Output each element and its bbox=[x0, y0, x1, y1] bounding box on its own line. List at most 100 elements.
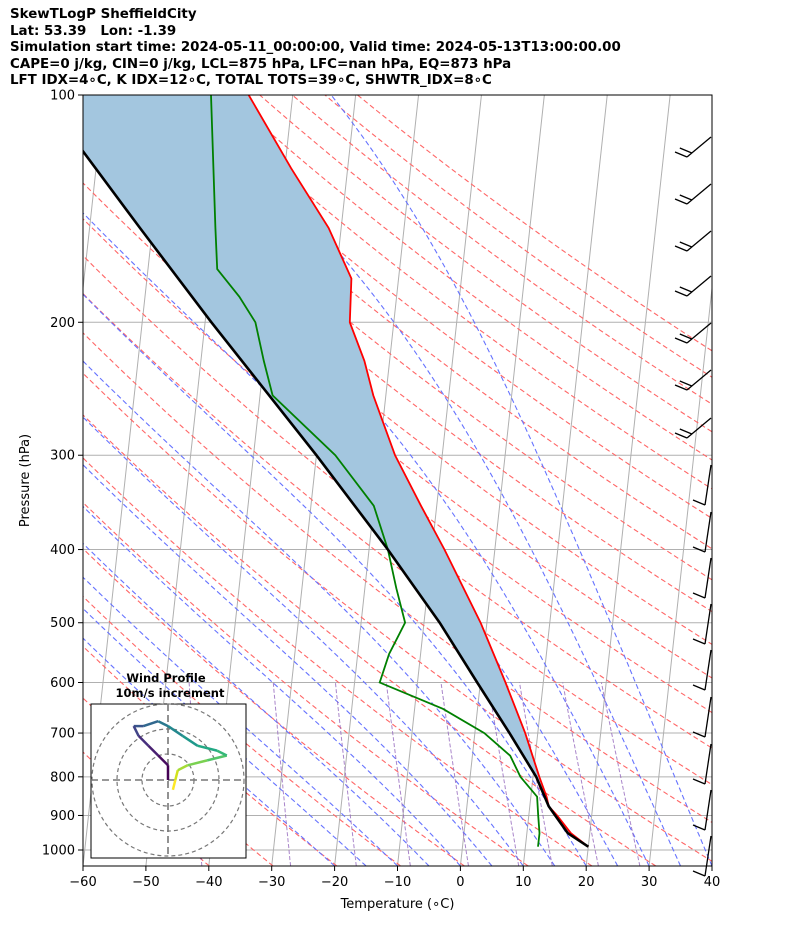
hodograph-trace bbox=[171, 779, 177, 791]
wind-barb bbox=[674, 136, 712, 158]
dry-adiabat-line bbox=[83, 547, 465, 866]
dry-adiabat-line bbox=[83, 501, 529, 866]
moist-adiabat-line bbox=[83, 360, 556, 866]
x-tick-label: −10 bbox=[384, 875, 411, 890]
mixing-ratio-line bbox=[487, 682, 520, 866]
hodograph-trace bbox=[147, 744, 160, 757]
hodograph-trace bbox=[157, 754, 169, 767]
wind-barb-shaft bbox=[686, 136, 712, 158]
hodograph-subtitle: 10m/s increment bbox=[116, 686, 225, 700]
wind-barb-flag bbox=[692, 684, 706, 691]
wind-barb-shaft bbox=[704, 511, 712, 553]
wind-barb-flag bbox=[679, 194, 693, 201]
dry-adiabat-line bbox=[83, 113, 712, 613]
hodograph-trace bbox=[157, 720, 169, 728]
y-tick-label: 400 bbox=[50, 543, 75, 558]
wind-barb-flag bbox=[674, 432, 688, 439]
wind-barb-shaft bbox=[686, 417, 712, 439]
wind-barb-shaft bbox=[686, 183, 712, 205]
wind-barb-shaft bbox=[704, 557, 712, 599]
wind-barb-shaft bbox=[704, 464, 712, 506]
wind-barb-flag bbox=[692, 824, 706, 831]
wind-barb-flag bbox=[674, 384, 688, 391]
hodograph-trace bbox=[182, 734, 199, 747]
wind-barb-shaft bbox=[686, 230, 712, 252]
y-tick-label: 900 bbox=[50, 809, 75, 824]
x-tick-label: 20 bbox=[578, 875, 595, 890]
x-tick-label: 40 bbox=[704, 875, 721, 890]
x-tick-label: −30 bbox=[258, 875, 285, 890]
wind-barb-flag bbox=[674, 337, 688, 344]
wind-barb bbox=[692, 835, 712, 877]
wind-barb bbox=[692, 464, 712, 506]
x-tick-label: 30 bbox=[641, 875, 658, 890]
hodograph-title: Wind Profile bbox=[126, 671, 206, 685]
index-line: LFT IDX=4∘C, K IDX=12∘C, TOTAL TOTS=39∘C… bbox=[10, 73, 492, 89]
wind-barb-flag bbox=[679, 147, 693, 154]
cape-line: CAPE=0 j/kg, CIN=0 j/kg, LCL=875 hPa, LF… bbox=[10, 56, 512, 72]
hodograph-trace bbox=[174, 769, 180, 781]
chart-title: SkewTLogP SheffieldCity bbox=[10, 7, 197, 22]
wind-barb bbox=[692, 649, 712, 691]
y-tick-label: 200 bbox=[50, 316, 75, 331]
mixing-ratio-line bbox=[519, 682, 553, 866]
y-tick-label: 800 bbox=[50, 770, 75, 785]
wind-barb-flag bbox=[692, 778, 706, 785]
moist-adiabat-line bbox=[83, 542, 430, 866]
hodograph-trace bbox=[137, 735, 150, 747]
wind-barb-shaft bbox=[704, 743, 712, 785]
wind-barb-flag bbox=[679, 333, 693, 340]
x-tick-label: −60 bbox=[69, 875, 96, 890]
mixing-ratio-line bbox=[562, 682, 599, 866]
isotherm-line bbox=[585, 95, 671, 866]
hodograph-trace bbox=[167, 725, 184, 737]
mixing-ratio-line bbox=[440, 682, 469, 866]
y-tick-label: 300 bbox=[50, 449, 75, 464]
wind-barb-shaft bbox=[686, 275, 712, 297]
dry-adiabat-line bbox=[194, 95, 712, 490]
moist-adiabat-line bbox=[83, 505, 461, 866]
wind-barb-shaft bbox=[686, 369, 712, 391]
wind-barb-shaft bbox=[704, 696, 712, 738]
wind-barb bbox=[692, 557, 712, 599]
moist-adiabat-line bbox=[330, 95, 712, 866]
hodograph-trace bbox=[216, 749, 228, 757]
dry-adiabat-line bbox=[83, 414, 657, 866]
isotherm-line bbox=[271, 95, 357, 866]
y-tick-label: 500 bbox=[50, 616, 75, 631]
hodograph-trace bbox=[177, 764, 189, 772]
mixing-ratio-line bbox=[385, 682, 411, 866]
x-tick-label: −40 bbox=[195, 875, 222, 890]
mixing-ratio-line bbox=[272, 682, 292, 866]
wind-barb bbox=[692, 696, 712, 738]
parcel-line bbox=[83, 149, 590, 848]
isotherm-line bbox=[83, 95, 105, 293]
chart-header: SkewTLogP SheffieldCity Lat: 53.39 Lon: … bbox=[10, 7, 621, 90]
wind-barb-shaft bbox=[704, 603, 712, 645]
wind-barb bbox=[692, 789, 712, 831]
wind-barb-flag bbox=[674, 245, 688, 252]
wind-barb-flag bbox=[679, 286, 693, 293]
hodograph bbox=[91, 703, 246, 858]
hodograph-trace bbox=[187, 759, 208, 767]
wind-barb bbox=[674, 230, 712, 252]
y-tick-label: 100 bbox=[50, 89, 75, 104]
wind-barb bbox=[692, 743, 712, 785]
x-tick-label: −50 bbox=[132, 875, 159, 890]
x-axis-label: Temperature (∘C) bbox=[340, 897, 455, 912]
wind-barb-flag bbox=[692, 870, 706, 877]
wind-barb-flag bbox=[679, 380, 693, 387]
isotherm-line bbox=[459, 95, 545, 866]
wind-barb bbox=[674, 369, 712, 391]
wind-barb bbox=[692, 511, 712, 553]
time-line: Simulation start time: 2024-05-11_00:00:… bbox=[10, 40, 621, 56]
dewpoint-line bbox=[210, 95, 541, 847]
x-tick-label: 0 bbox=[456, 875, 464, 890]
wind-barb-flag bbox=[679, 428, 693, 435]
y-axis-label: Pressure (hPa) bbox=[18, 434, 33, 527]
y-tick-label: 600 bbox=[50, 676, 75, 691]
x-tick-label: 10 bbox=[515, 875, 532, 890]
moist-adiabat-line bbox=[83, 637, 335, 866]
hodograph-trace bbox=[143, 720, 159, 728]
isotherm-line bbox=[397, 95, 482, 866]
